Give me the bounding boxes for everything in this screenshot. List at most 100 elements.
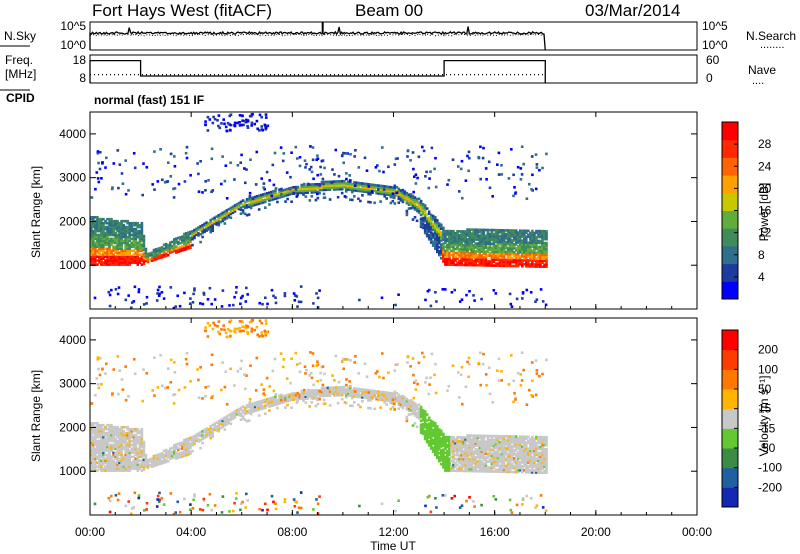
power-cell	[284, 194, 287, 197]
power-cell	[395, 186, 399, 189]
velocity-cell	[296, 395, 299, 399]
power-cell	[282, 189, 285, 192]
power-cell	[108, 253, 111, 256]
power-cell	[349, 153, 352, 156]
velocity-cell	[417, 415, 421, 418]
velocity-cell	[442, 432, 445, 436]
velocity-cell	[440, 445, 443, 448]
velocity-cell	[464, 467, 467, 471]
power-cell	[92, 263, 95, 266]
velocity-cell	[440, 431, 443, 434]
velocity-cell	[142, 442, 146, 446]
power-cell	[178, 304, 182, 308]
velocity-cell	[434, 441, 437, 445]
power-cell	[434, 231, 437, 235]
velocity-cell	[464, 459, 467, 463]
velocity-cell	[514, 468, 518, 472]
power-cell	[106, 249, 109, 253]
velocity-cell	[480, 442, 484, 446]
velocity-cell	[478, 436, 482, 440]
power-cell	[444, 261, 447, 264]
power-cell	[468, 244, 471, 247]
power-cell	[434, 225, 437, 229]
power-cell	[142, 248, 146, 252]
power-cell	[122, 251, 125, 254]
power-cell	[152, 250, 156, 254]
power-cell	[480, 262, 484, 265]
power-cell	[537, 245, 540, 249]
power-cell	[427, 224, 431, 227]
power-cell	[394, 157, 398, 161]
power-cell	[427, 218, 431, 221]
velocity-cell	[122, 425, 125, 429]
power-cell	[478, 258, 482, 261]
velocity-cell	[508, 462, 512, 466]
power-cell	[304, 185, 308, 189]
power-cell	[98, 253, 101, 256]
velocity-cell	[130, 435, 134, 439]
power-cell	[286, 189, 289, 193]
velocity-cell	[363, 392, 366, 395]
power-cell	[217, 221, 221, 225]
velocity-cell	[219, 420, 223, 424]
velocity-cell	[365, 392, 368, 396]
power-cell	[494, 232, 498, 236]
power-cell	[419, 219, 423, 223]
velocity-cell	[492, 434, 496, 438]
velocity-cell	[136, 437, 140, 441]
power-cell	[367, 185, 371, 188]
velocity-cell	[361, 390, 364, 393]
power-cell	[229, 206, 233, 210]
power-cell	[442, 234, 445, 238]
velocity-cell	[464, 465, 467, 469]
power-cell	[199, 302, 202, 305]
velocity-cell	[136, 455, 140, 459]
power-cell	[124, 245, 127, 249]
power-cell	[98, 259, 101, 262]
velocity-cell	[468, 469, 471, 473]
power-cell	[466, 248, 469, 251]
power-cell	[393, 190, 397, 193]
power-cell	[456, 261, 459, 265]
velocity-cell	[494, 434, 498, 438]
velocity-cell	[462, 465, 465, 469]
power-cell	[357, 181, 360, 185]
power-cell	[431, 236, 435, 240]
velocity-cell	[498, 454, 502, 458]
velocity-cell	[126, 463, 129, 466]
velocity-cell	[334, 386, 338, 389]
velocity-cell	[102, 447, 105, 451]
power-cell	[539, 239, 542, 243]
velocity-cell	[436, 429, 439, 432]
velocity-cell	[508, 437, 512, 440]
power-cell	[112, 257, 115, 260]
velocity-cell	[199, 431, 202, 434]
power-cell	[391, 192, 395, 195]
power-cell	[419, 201, 423, 205]
power-cell	[298, 156, 302, 159]
power-cell	[472, 263, 475, 267]
velocity-cell	[500, 440, 504, 444]
power-cell	[415, 209, 419, 213]
power-cell	[448, 231, 451, 235]
velocity-cell	[284, 400, 287, 403]
power-cell	[241, 114, 244, 118]
velocity-cell	[419, 413, 423, 417]
velocity-cell	[357, 393, 360, 397]
velocity-cell	[500, 442, 504, 446]
power-cell	[440, 239, 443, 242]
power-cell	[175, 245, 178, 248]
power-cell	[357, 185, 360, 189]
power-cell	[347, 186, 350, 189]
power-cell	[452, 235, 455, 239]
power-cell	[193, 230, 196, 234]
power-cell	[450, 233, 453, 237]
power-cell	[221, 217, 225, 221]
velocity-cell	[460, 469, 463, 473]
power-cell	[342, 161, 345, 165]
power-cell	[357, 189, 360, 193]
velocity-cell	[181, 451, 184, 454]
velocity-cell	[122, 437, 125, 441]
power-cell	[468, 242, 471, 245]
power-cell	[246, 293, 249, 296]
